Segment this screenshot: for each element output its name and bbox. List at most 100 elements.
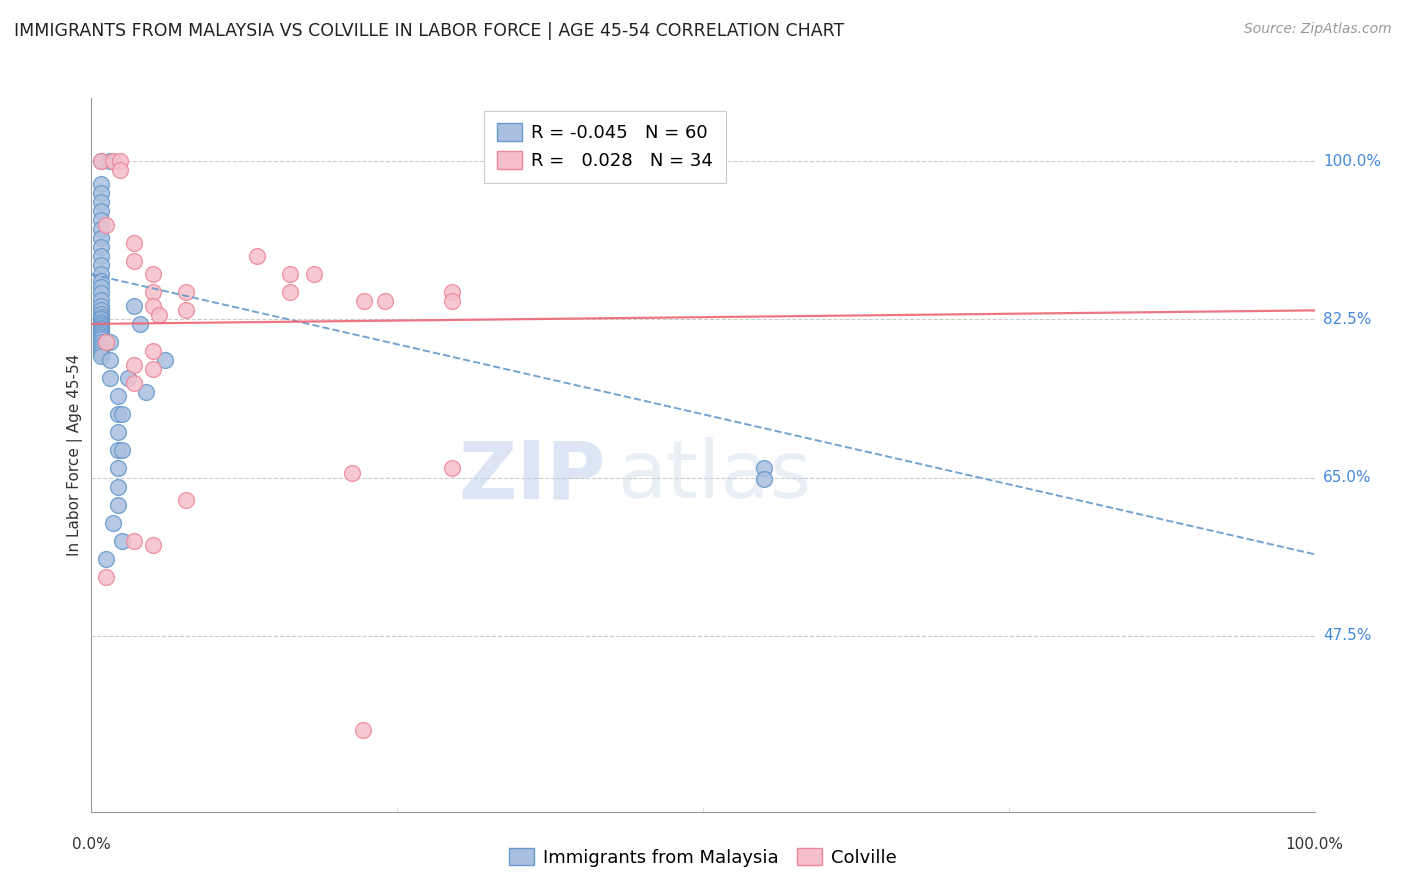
Point — [122, 253, 145, 268]
Point — [90, 327, 112, 342]
Point — [141, 362, 163, 376]
Text: 0.0%: 0.0% — [72, 837, 111, 852]
Point — [94, 334, 117, 349]
Point — [90, 186, 112, 200]
Point — [90, 318, 112, 333]
Point — [94, 218, 117, 232]
Point — [90, 204, 112, 219]
Point — [90, 222, 112, 236]
Text: Source: ZipAtlas.com: Source: ZipAtlas.com — [1244, 22, 1392, 37]
Point — [98, 353, 121, 368]
Point — [441, 461, 464, 475]
Point — [245, 249, 267, 263]
Legend: Immigrants from Malaysia, Colville: Immigrants from Malaysia, Colville — [502, 841, 904, 874]
Point — [98, 154, 121, 169]
Point — [107, 498, 129, 512]
Point — [441, 294, 464, 309]
Point — [90, 286, 112, 301]
Point — [90, 303, 112, 318]
Point — [174, 303, 197, 318]
Point — [90, 343, 112, 358]
Point — [117, 371, 139, 385]
Point — [90, 213, 112, 227]
Point — [122, 235, 145, 250]
Point — [122, 533, 145, 548]
Point — [90, 299, 112, 313]
Point — [141, 344, 163, 359]
Point — [90, 324, 112, 338]
Point — [98, 371, 121, 385]
Legend: R = -0.045   N = 60, R =   0.028   N = 34: R = -0.045 N = 60, R = 0.028 N = 34 — [485, 111, 725, 183]
Point — [90, 280, 112, 294]
Text: IMMIGRANTS FROM MALAYSIA VS COLVILLE IN LABOR FORCE | AGE 45-54 CORRELATION CHAR: IMMIGRANTS FROM MALAYSIA VS COLVILLE IN … — [14, 22, 845, 40]
Point — [153, 353, 176, 368]
Point — [90, 307, 112, 321]
Point — [302, 267, 325, 281]
Point — [754, 461, 776, 475]
Point — [90, 334, 112, 349]
Point — [90, 231, 112, 245]
Point — [90, 346, 112, 360]
Point — [148, 308, 170, 322]
Point — [111, 443, 134, 458]
Y-axis label: In Labor Force | Age 45-54: In Labor Force | Age 45-54 — [67, 354, 83, 556]
Point — [103, 516, 125, 530]
Point — [90, 274, 112, 288]
Point — [108, 163, 131, 178]
Text: ZIP: ZIP — [458, 437, 605, 516]
Point — [90, 332, 112, 346]
Point — [108, 154, 131, 169]
Point — [90, 249, 112, 263]
Point — [90, 154, 112, 169]
Text: 82.5%: 82.5% — [1323, 312, 1371, 327]
Point — [111, 407, 134, 421]
Point — [141, 299, 163, 313]
Point — [340, 466, 363, 480]
Point — [90, 154, 112, 169]
Point — [94, 551, 117, 566]
Point — [90, 258, 112, 272]
Point — [90, 293, 112, 307]
Point — [122, 376, 145, 390]
Point — [111, 533, 134, 548]
Point — [107, 443, 129, 458]
Point — [278, 267, 301, 281]
Point — [141, 285, 163, 300]
Point — [441, 285, 464, 300]
Point — [103, 154, 125, 169]
Point — [90, 326, 112, 340]
Point — [90, 337, 112, 351]
Point — [90, 194, 112, 209]
Point — [90, 329, 112, 343]
Point — [564, 154, 586, 169]
Text: atlas: atlas — [617, 437, 811, 516]
Point — [352, 723, 374, 738]
Point — [90, 315, 112, 329]
Point — [174, 493, 197, 508]
Point — [107, 425, 129, 440]
Point — [90, 349, 112, 363]
Point — [98, 334, 121, 349]
Point — [122, 299, 145, 313]
Point — [90, 240, 112, 254]
Point — [107, 479, 129, 493]
Point — [353, 294, 375, 309]
Point — [90, 317, 112, 331]
Text: 65.0%: 65.0% — [1323, 470, 1371, 485]
Point — [107, 389, 129, 403]
Text: 100.0%: 100.0% — [1323, 153, 1381, 169]
Point — [278, 285, 301, 300]
Point — [122, 358, 145, 372]
Point — [374, 294, 396, 309]
Point — [174, 285, 197, 300]
Point — [90, 340, 112, 354]
Point — [90, 267, 112, 281]
Text: 100.0%: 100.0% — [1285, 837, 1344, 852]
Point — [141, 267, 163, 281]
Point — [107, 407, 129, 421]
Point — [141, 538, 163, 552]
Point — [94, 570, 117, 584]
Point — [90, 310, 112, 324]
Point — [90, 320, 112, 334]
Point — [129, 317, 152, 331]
